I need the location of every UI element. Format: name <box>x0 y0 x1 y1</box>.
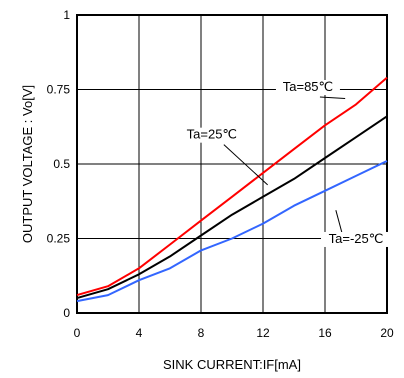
annotation-bg-ta-25c <box>179 127 244 143</box>
y-tick-label: 1 <box>63 8 70 22</box>
annotation-bg-ta-minus-25c <box>321 231 391 247</box>
annotation-leader-ta-25c <box>223 144 268 186</box>
y-tick-labels: 0 0.25 0.5 0.75 1 <box>47 8 71 320</box>
x-axis-title: SINK CURRENT:IF[mA] <box>163 357 301 372</box>
y-tick-label: 0.5 <box>53 157 70 171</box>
series-line-ta-25c <box>76 115 388 300</box>
annotation-ta-25c: Ta=25℃ <box>187 127 237 142</box>
annotation-bg-ta-85c <box>275 79 340 95</box>
annotation-ta-85c: Ta=85℃ <box>283 79 333 94</box>
y-tick-label: 0 <box>63 306 70 320</box>
grid-lines <box>77 15 387 313</box>
x-tick-label: 4 <box>136 326 143 340</box>
annotations: Ta=85℃ Ta=25℃ Ta=-25℃ <box>179 79 391 247</box>
series-line-ta-minus-25c <box>76 160 388 303</box>
x-tick-label: 20 <box>380 326 394 340</box>
x-tick-labels: 0 4 8 12 16 20 <box>74 326 394 340</box>
x-tick-label: 12 <box>256 326 270 340</box>
series-lines <box>76 76 388 303</box>
x-tick-label: 0 <box>74 326 81 340</box>
y-tick-label: 0.25 <box>47 232 71 246</box>
plot-frame <box>76 14 388 314</box>
annotation-leader-ta-minus-25c <box>335 210 343 234</box>
annotation-ta-minus-25c: Ta=-25℃ <box>329 231 384 246</box>
x-tick-label: 16 <box>318 326 332 340</box>
annotation-leader-ta-85c <box>319 96 346 99</box>
series-line-ta-85c <box>76 76 388 297</box>
x-tick-label: 8 <box>198 326 205 340</box>
y-axis-title: OUTPUT VOLTAGE : Vo[V] <box>20 85 35 243</box>
y-tick-label: 0.75 <box>47 83 71 97</box>
